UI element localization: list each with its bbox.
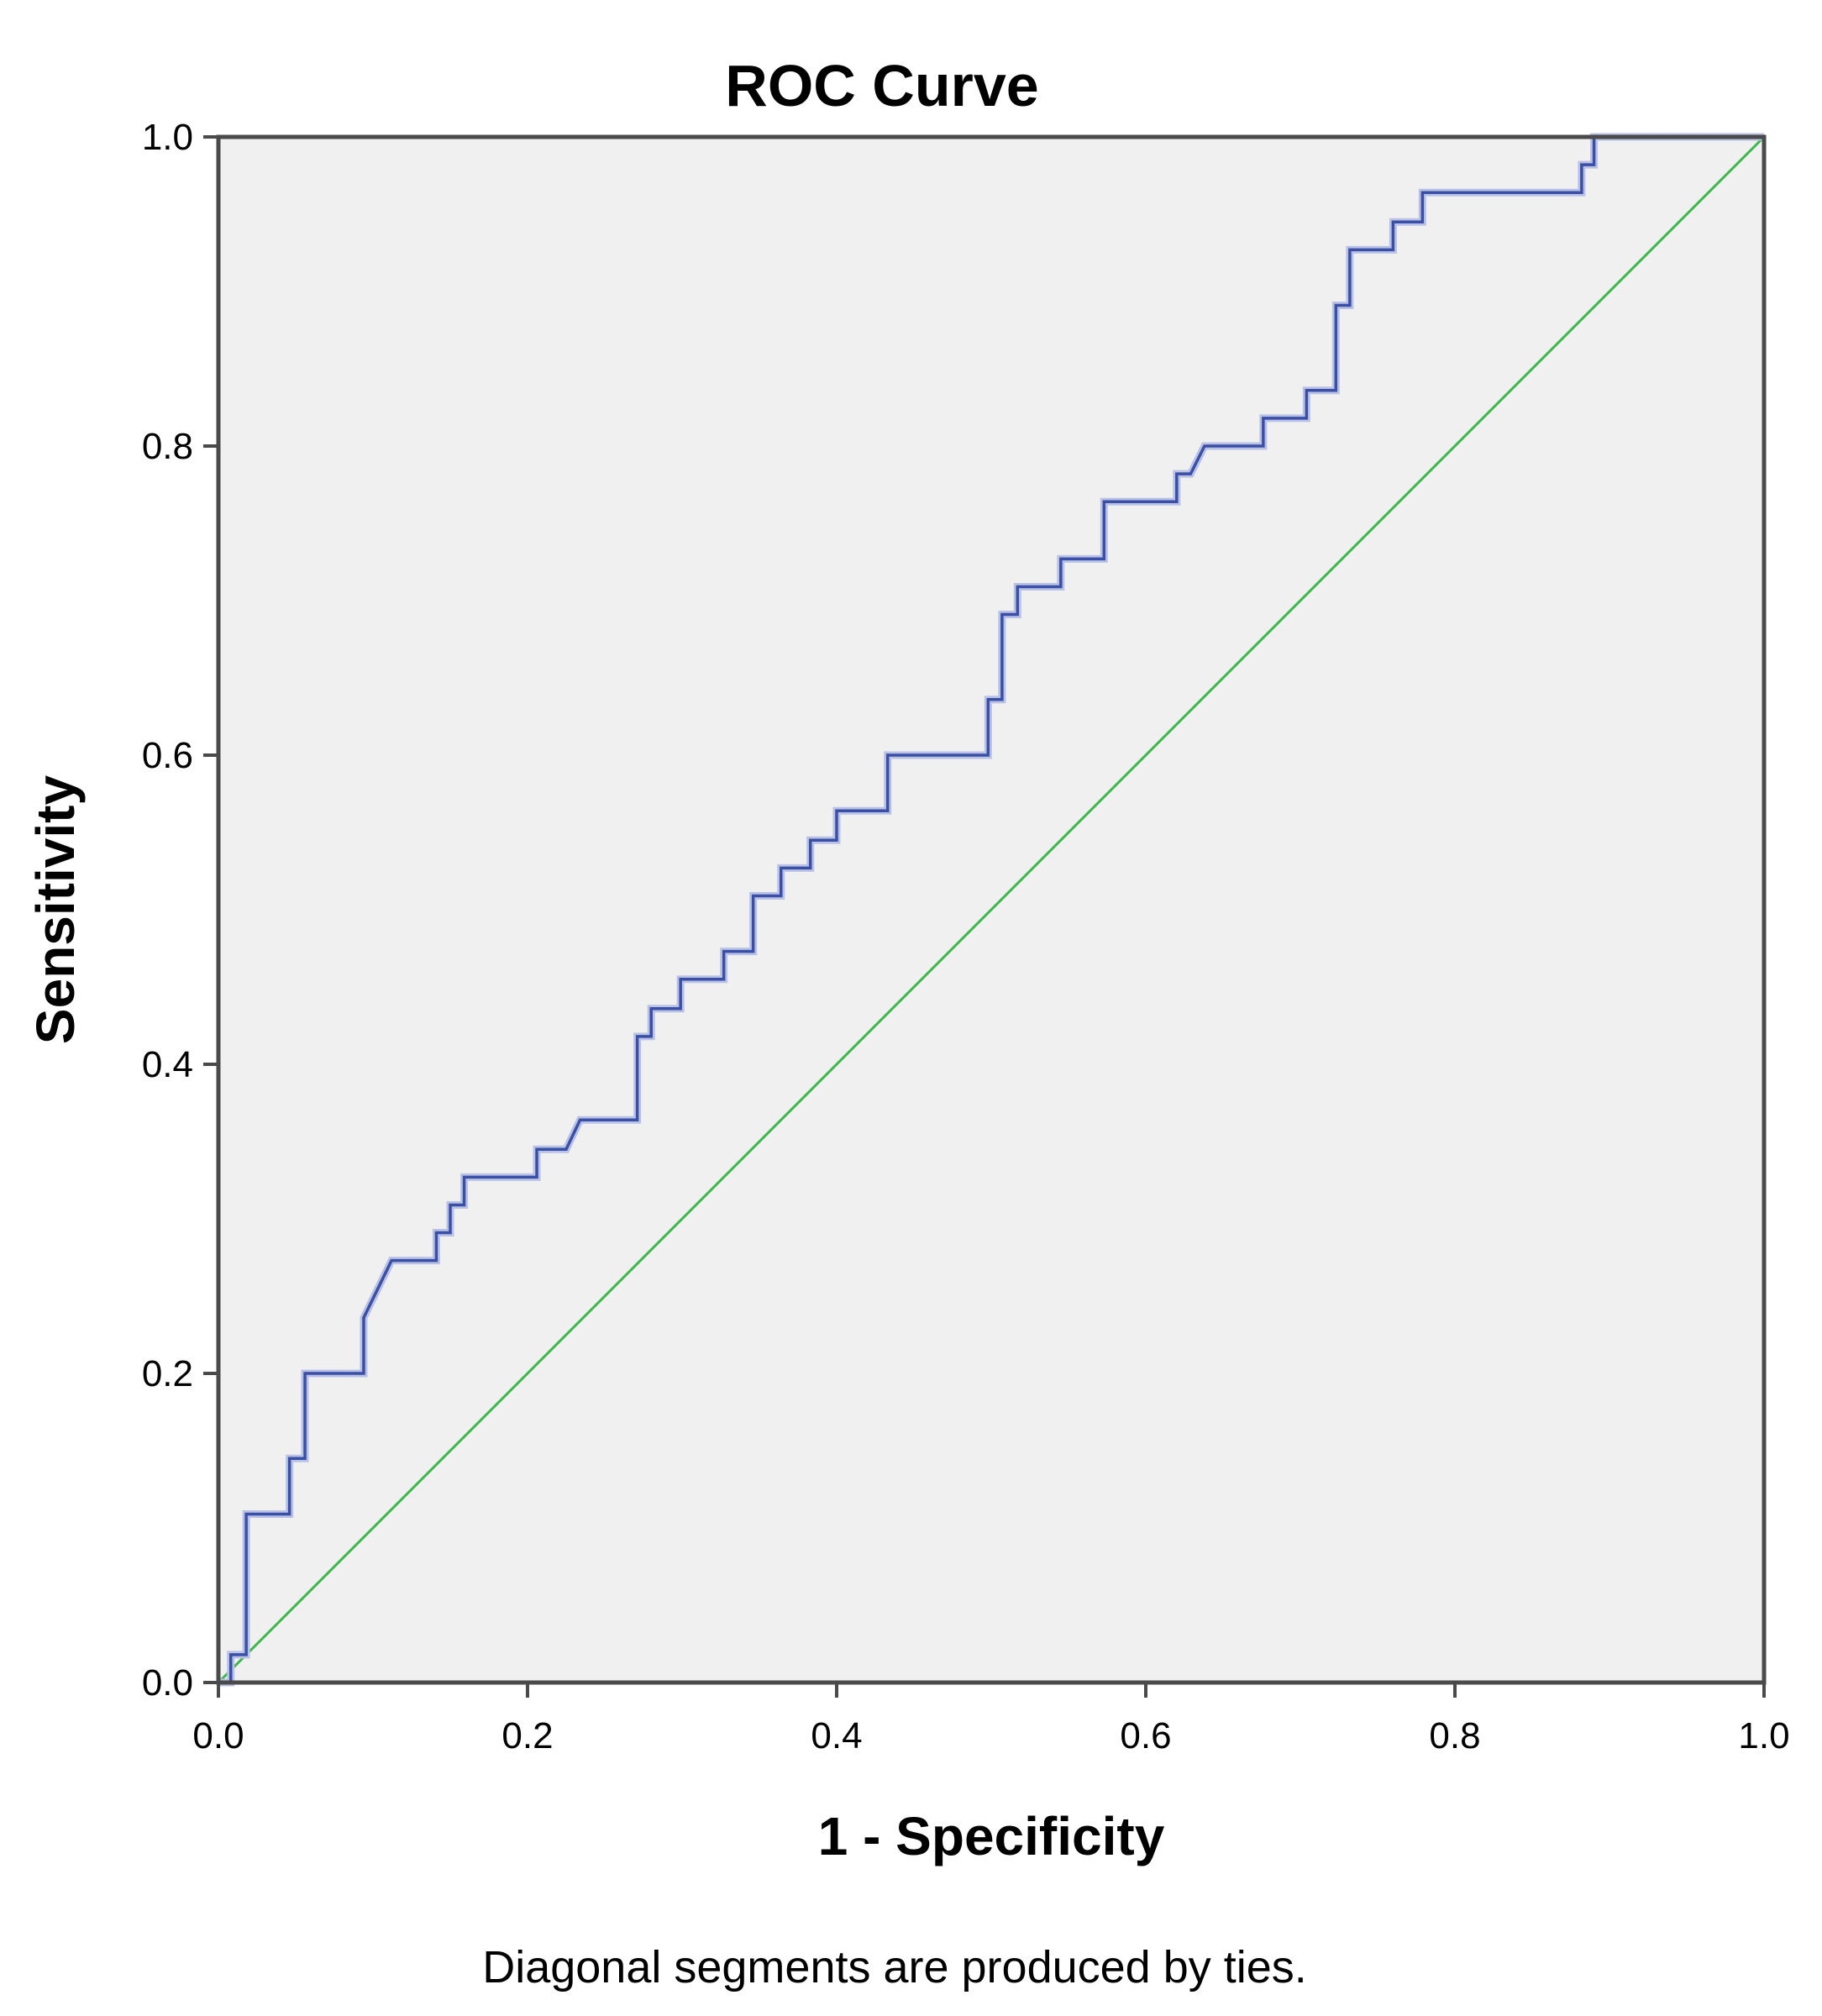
- plot-frame: [216, 134, 1767, 1685]
- x-tick-label: 0.4: [811, 1715, 862, 1756]
- x-tick-label: 0.2: [501, 1715, 553, 1756]
- x-tick-label: 0.8: [1429, 1715, 1480, 1756]
- x-tick-label: 1.0: [1738, 1715, 1789, 1756]
- y-tick-label: 0.6: [142, 735, 193, 776]
- y-tick-label: 0.0: [142, 1662, 193, 1704]
- reference-line: [217, 135, 1766, 1684]
- x-axis: 0.0 0.2 0.4 0.6 0.8 1.0: [192, 1683, 1790, 1756]
- y-tick-label: 0.8: [142, 426, 193, 467]
- roc-curve-series: [218, 133, 1764, 1687]
- chart-footnote: Diagonal segments are produced by ties.: [482, 1942, 1307, 1992]
- y-axis: 0.0 0.2 0.4 0.6 0.8 1.0: [142, 117, 218, 1704]
- x-tick-label: 0.0: [192, 1715, 244, 1756]
- reference-diagonal-line: [217, 135, 1766, 1684]
- y-tick-label: 1.0: [142, 117, 193, 158]
- y-tick-label: 0.4: [142, 1044, 193, 1085]
- x-axis-title: 1 - Specificity: [818, 1806, 1165, 1866]
- y-axis-title: Sensitivity: [25, 775, 86, 1045]
- x-tick-label: 0.6: [1120, 1715, 1171, 1756]
- chart-title: ROC Curve: [725, 53, 1038, 118]
- y-tick-label: 0.2: [142, 1353, 193, 1394]
- roc-curve-line: [218, 135, 1764, 1684]
